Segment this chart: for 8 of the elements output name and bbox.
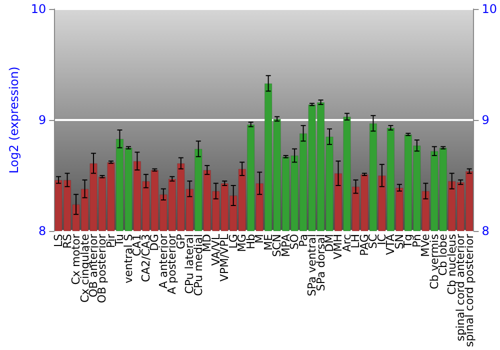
y2-tick-label: 10 <box>482 2 498 16</box>
y-tick-label: 10 <box>30 2 46 16</box>
y-tick-label: 8 <box>38 224 46 238</box>
x-tick-label: A posterior <box>166 234 179 294</box>
y2-tick-label: 8 <box>482 224 490 238</box>
y-axis-title: Log2 (expression) <box>7 66 21 174</box>
y2-tick-label: 9 <box>482 113 490 128</box>
y-tick-label: 9 <box>38 113 46 128</box>
